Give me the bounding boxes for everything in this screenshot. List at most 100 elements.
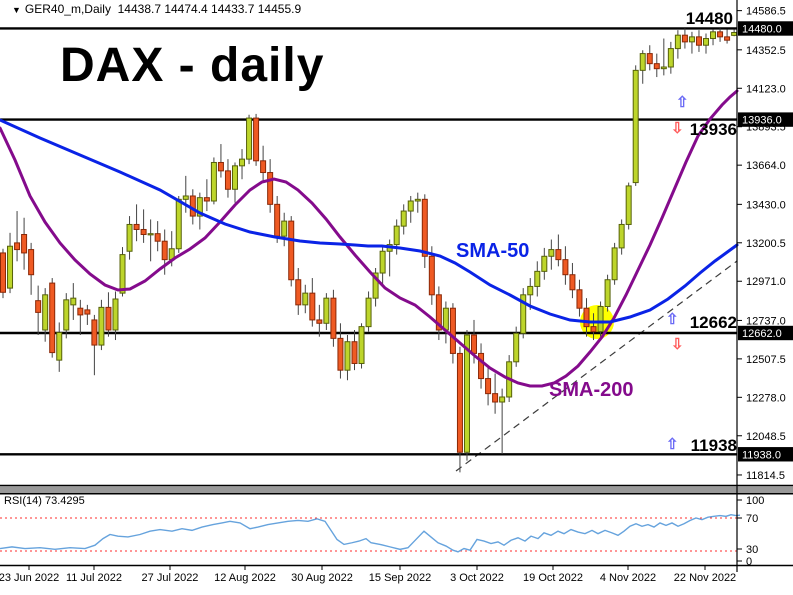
candle-bear (337, 337, 344, 371)
candle-bull (660, 66, 667, 70)
candle-bear (217, 161, 224, 172)
candle-bull (42, 294, 49, 331)
level-label-11938[interactable]: 11938 (690, 436, 737, 455)
quote-ohlc: 14438.7 14474.4 14433.7 14455.9 (117, 2, 302, 16)
candle-bear (295, 279, 302, 306)
candle-bear (14, 242, 21, 251)
candle-bull (400, 210, 407, 227)
time-axis-label[interactable]: 22 Nov 2022 (674, 572, 736, 584)
candle-bull (112, 298, 119, 331)
candle-bull (246, 117, 253, 160)
time-axis-label[interactable]: 27 Jul 2022 (142, 572, 199, 584)
candle-bear (583, 307, 590, 328)
symbol-name: GER40_m,Daily (24, 2, 111, 16)
sma200-label: SMA-200 (549, 379, 634, 401)
candle-bull (393, 225, 400, 246)
candle-bear (562, 259, 569, 276)
up-arrow-icon-12662: ⇧ (666, 311, 679, 328)
up-arrow-icon-13936: ⇧ (676, 94, 689, 111)
candle-bull (442, 307, 449, 331)
candle-bull (639, 53, 646, 71)
price-axis-label: 12507.5 (746, 354, 786, 366)
time-axis-label[interactable]: 11 Jul 2022 (66, 572, 122, 584)
candle-bear (105, 306, 112, 331)
price-axis-box-label: 14480.0 (742, 23, 782, 35)
price-axis-label: 11814.5 (746, 470, 785, 482)
candle-bull (372, 272, 379, 299)
symbol-dropdown-icon[interactable]: ▼ (12, 5, 21, 15)
candle-bear (316, 319, 323, 324)
candle-bull (625, 185, 632, 225)
candle-bear (653, 63, 660, 70)
candle-bull (499, 396, 506, 403)
candle-bull (618, 223, 625, 249)
candle-bull (463, 334, 470, 453)
candle-bear (189, 195, 196, 217)
price-axis-label: 12737.0 (746, 315, 786, 327)
candle-bear (260, 160, 267, 174)
trendline[interactable] (455, 260, 738, 472)
candle-bull (239, 158, 246, 167)
price-axis-box (738, 21, 793, 36)
candle-bull (674, 34, 681, 50)
price-axis-label: 12048.5 (746, 431, 786, 443)
candle-bear (84, 309, 91, 315)
candle-bear (449, 307, 456, 354)
price-axis-box-label: 11938.0 (742, 449, 781, 461)
candle-bull (611, 247, 618, 281)
price-axis-label: 14352.5 (746, 45, 786, 57)
price-axis-box-label: 12662.0 (742, 328, 782, 340)
time-axis-label[interactable]: 23 Jun 2022 (0, 572, 59, 584)
time-axis-label[interactable]: 12 Aug 2022 (214, 572, 276, 584)
candle-bull (534, 270, 541, 287)
candle-bull (344, 341, 351, 371)
price-axis-label: 13664.0 (746, 160, 786, 172)
candle-bear (569, 274, 576, 291)
down-arrow-icon-13936: ⇩ (671, 120, 684, 137)
candle-bull (710, 31, 717, 40)
candle-bear (576, 289, 583, 309)
candle-bear (646, 53, 653, 65)
rsi-axis-label: 30 (746, 544, 758, 556)
time-axis-label[interactable]: 15 Sep 2022 (369, 572, 431, 584)
candle-bull (632, 69, 639, 184)
candle-bear (421, 198, 428, 257)
candle-bear (288, 220, 295, 281)
candle-bull (731, 32, 738, 36)
candle-bear (267, 172, 274, 205)
price-axis-box (738, 325, 793, 341)
candle-bear (253, 117, 260, 162)
rsi-indicator-label: RSI(14) 73.4295 (4, 495, 85, 507)
time-axis-label[interactable]: 30 Aug 2022 (291, 572, 353, 584)
candle-bear (492, 393, 499, 403)
candle-bull (231, 165, 238, 190)
candle-bull (196, 197, 203, 217)
candle-bear (456, 352, 463, 453)
candle-bull (597, 306, 604, 333)
time-axis-label[interactable]: 19 Oct 2022 (523, 572, 583, 584)
time-axis-label[interactable]: 4 Nov 2022 (600, 572, 656, 584)
candle-bull (365, 297, 372, 328)
candle-bear (590, 326, 597, 333)
sma50-line (0, 118, 739, 324)
rsi-line (0, 513, 741, 553)
pane-separator-handle[interactable] (0, 486, 793, 494)
candle-bull (119, 254, 126, 294)
price-axis-box (738, 447, 793, 462)
price-axis-label: 14586.5 (746, 6, 786, 18)
price-axis-label: 12278.0 (746, 392, 786, 404)
level-label-12662[interactable]: 12662 (689, 313, 737, 332)
candle-bull (548, 249, 555, 257)
level-label-13936[interactable]: 13936 (689, 120, 737, 139)
sma200-line (0, 89, 739, 388)
candle-bull (98, 306, 105, 346)
candle-bull (414, 198, 421, 202)
candle-bull (541, 255, 548, 272)
candle-bull (407, 200, 414, 212)
symbol-quote-bar: ▼ GER40_m,Daily 14438.7 14474.4 14433.7 1… (12, 2, 301, 16)
candle-bear (91, 319, 98, 346)
time-axis-label[interactable]: 3 Oct 2022 (450, 572, 504, 584)
level-label-14480[interactable]: 14480 (685, 9, 733, 28)
